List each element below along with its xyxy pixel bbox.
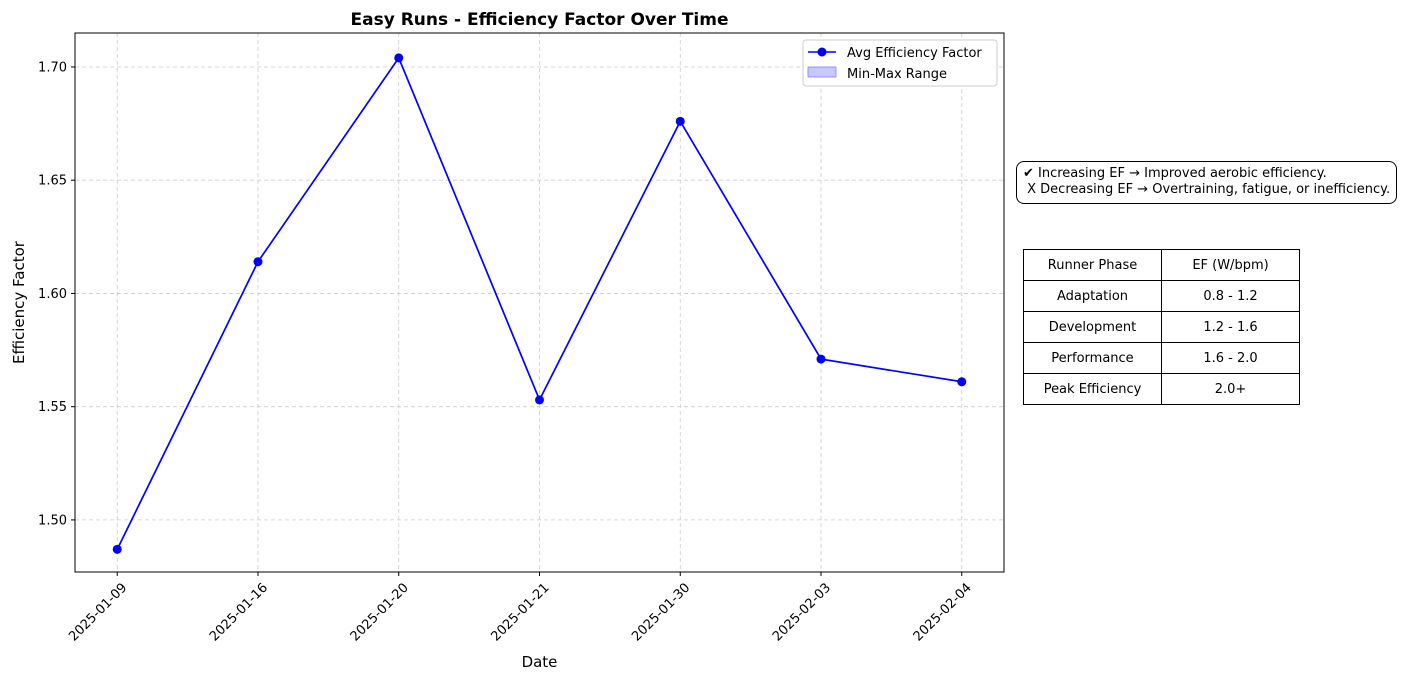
x-axis-label: Date <box>522 653 558 671</box>
y-tick-label: 1.70 <box>38 60 67 75</box>
table-row: Peak Efficiency 2.0+ <box>1023 373 1300 405</box>
data-point <box>675 116 685 126</box>
y-tick-label: 1.60 <box>38 287 67 302</box>
runner-phase-table: Runner Phase EF (W/bpm) Adaptation 0.8 -… <box>1023 249 1300 405</box>
plot-frame <box>74 32 1005 573</box>
x-axis: 2025-01-09 2025-01-16 2025-01-20 2025-01-21… <box>66 572 975 644</box>
data-point <box>816 354 826 364</box>
table-cell: 0.8 - 1.2 <box>1161 280 1300 312</box>
series-avg-efficiency-factor <box>112 53 967 554</box>
table-row: Adaptation 0.8 - 1.2 <box>1023 280 1300 312</box>
note-line-increasing: ✔ Increasing EF → Improved aerobic effic… <box>1023 166 1327 181</box>
y-axis-label: Efficiency Factor <box>10 240 28 364</box>
y-tick-label: 1.65 <box>38 174 67 189</box>
x-tick-label: 2025-01-20 <box>348 580 412 644</box>
table-cell: 1.6 - 2.0 <box>1161 342 1300 374</box>
legend-frame <box>802 39 998 87</box>
legend-label-range: Min-Max Range <box>847 67 947 82</box>
legend-range-swatch <box>807 66 837 78</box>
x-tick-label: 2025-02-04 <box>911 580 975 644</box>
table-row: Development 1.2 - 1.6 <box>1023 311 1300 343</box>
legend-label-avg: Avg Efficiency Factor <box>847 46 982 61</box>
grid <box>75 33 1004 572</box>
y-tick-label: 1.50 <box>38 513 67 528</box>
interpretation-note: ✔ Increasing EF → Improved aerobic effic… <box>1016 161 1398 204</box>
chart-title: Easy Runs - Efficiency Factor Over Time <box>350 10 728 30</box>
table-cell: 1.2 - 1.6 <box>1161 311 1300 343</box>
x-tick-label: 2025-01-16 <box>207 580 271 644</box>
data-point <box>112 544 122 554</box>
data-point <box>253 257 263 267</box>
legend: Avg Efficiency Factor Min-Max Range <box>802 39 998 87</box>
data-point <box>957 377 967 387</box>
y-axis: 1.50 1.55 1.60 1.65 1.70 <box>38 60 75 528</box>
data-point <box>394 53 404 63</box>
y-tick-label: 1.55 <box>38 400 67 415</box>
table-header-row: Runner Phase EF (W/bpm) <box>1023 249 1300 281</box>
table-cell: Adaptation <box>1023 280 1162 312</box>
table-cell: Performance <box>1023 342 1162 374</box>
legend-marker-swatch <box>817 47 827 57</box>
x-tick-label: 2025-01-30 <box>629 580 693 644</box>
data-point <box>535 395 544 405</box>
table-header-cell: EF (W/bpm) <box>1161 249 1300 281</box>
table-cell: Development <box>1023 311 1162 343</box>
x-tick-label: 2025-02-03 <box>770 580 834 644</box>
table-row: Performance 1.6 - 2.0 <box>1023 342 1300 374</box>
table-cell: 2.0+ <box>1161 373 1300 405</box>
x-tick-label: 2025-01-21 <box>489 580 553 644</box>
x-tick-label: 2025-01-09 <box>66 580 130 644</box>
table-header-cell: Runner Phase <box>1023 249 1162 281</box>
note-line-decreasing: X Decreasing EF → Overtraining, fatigue,… <box>1023 182 1391 197</box>
table-cell: Peak Efficiency <box>1023 373 1162 405</box>
